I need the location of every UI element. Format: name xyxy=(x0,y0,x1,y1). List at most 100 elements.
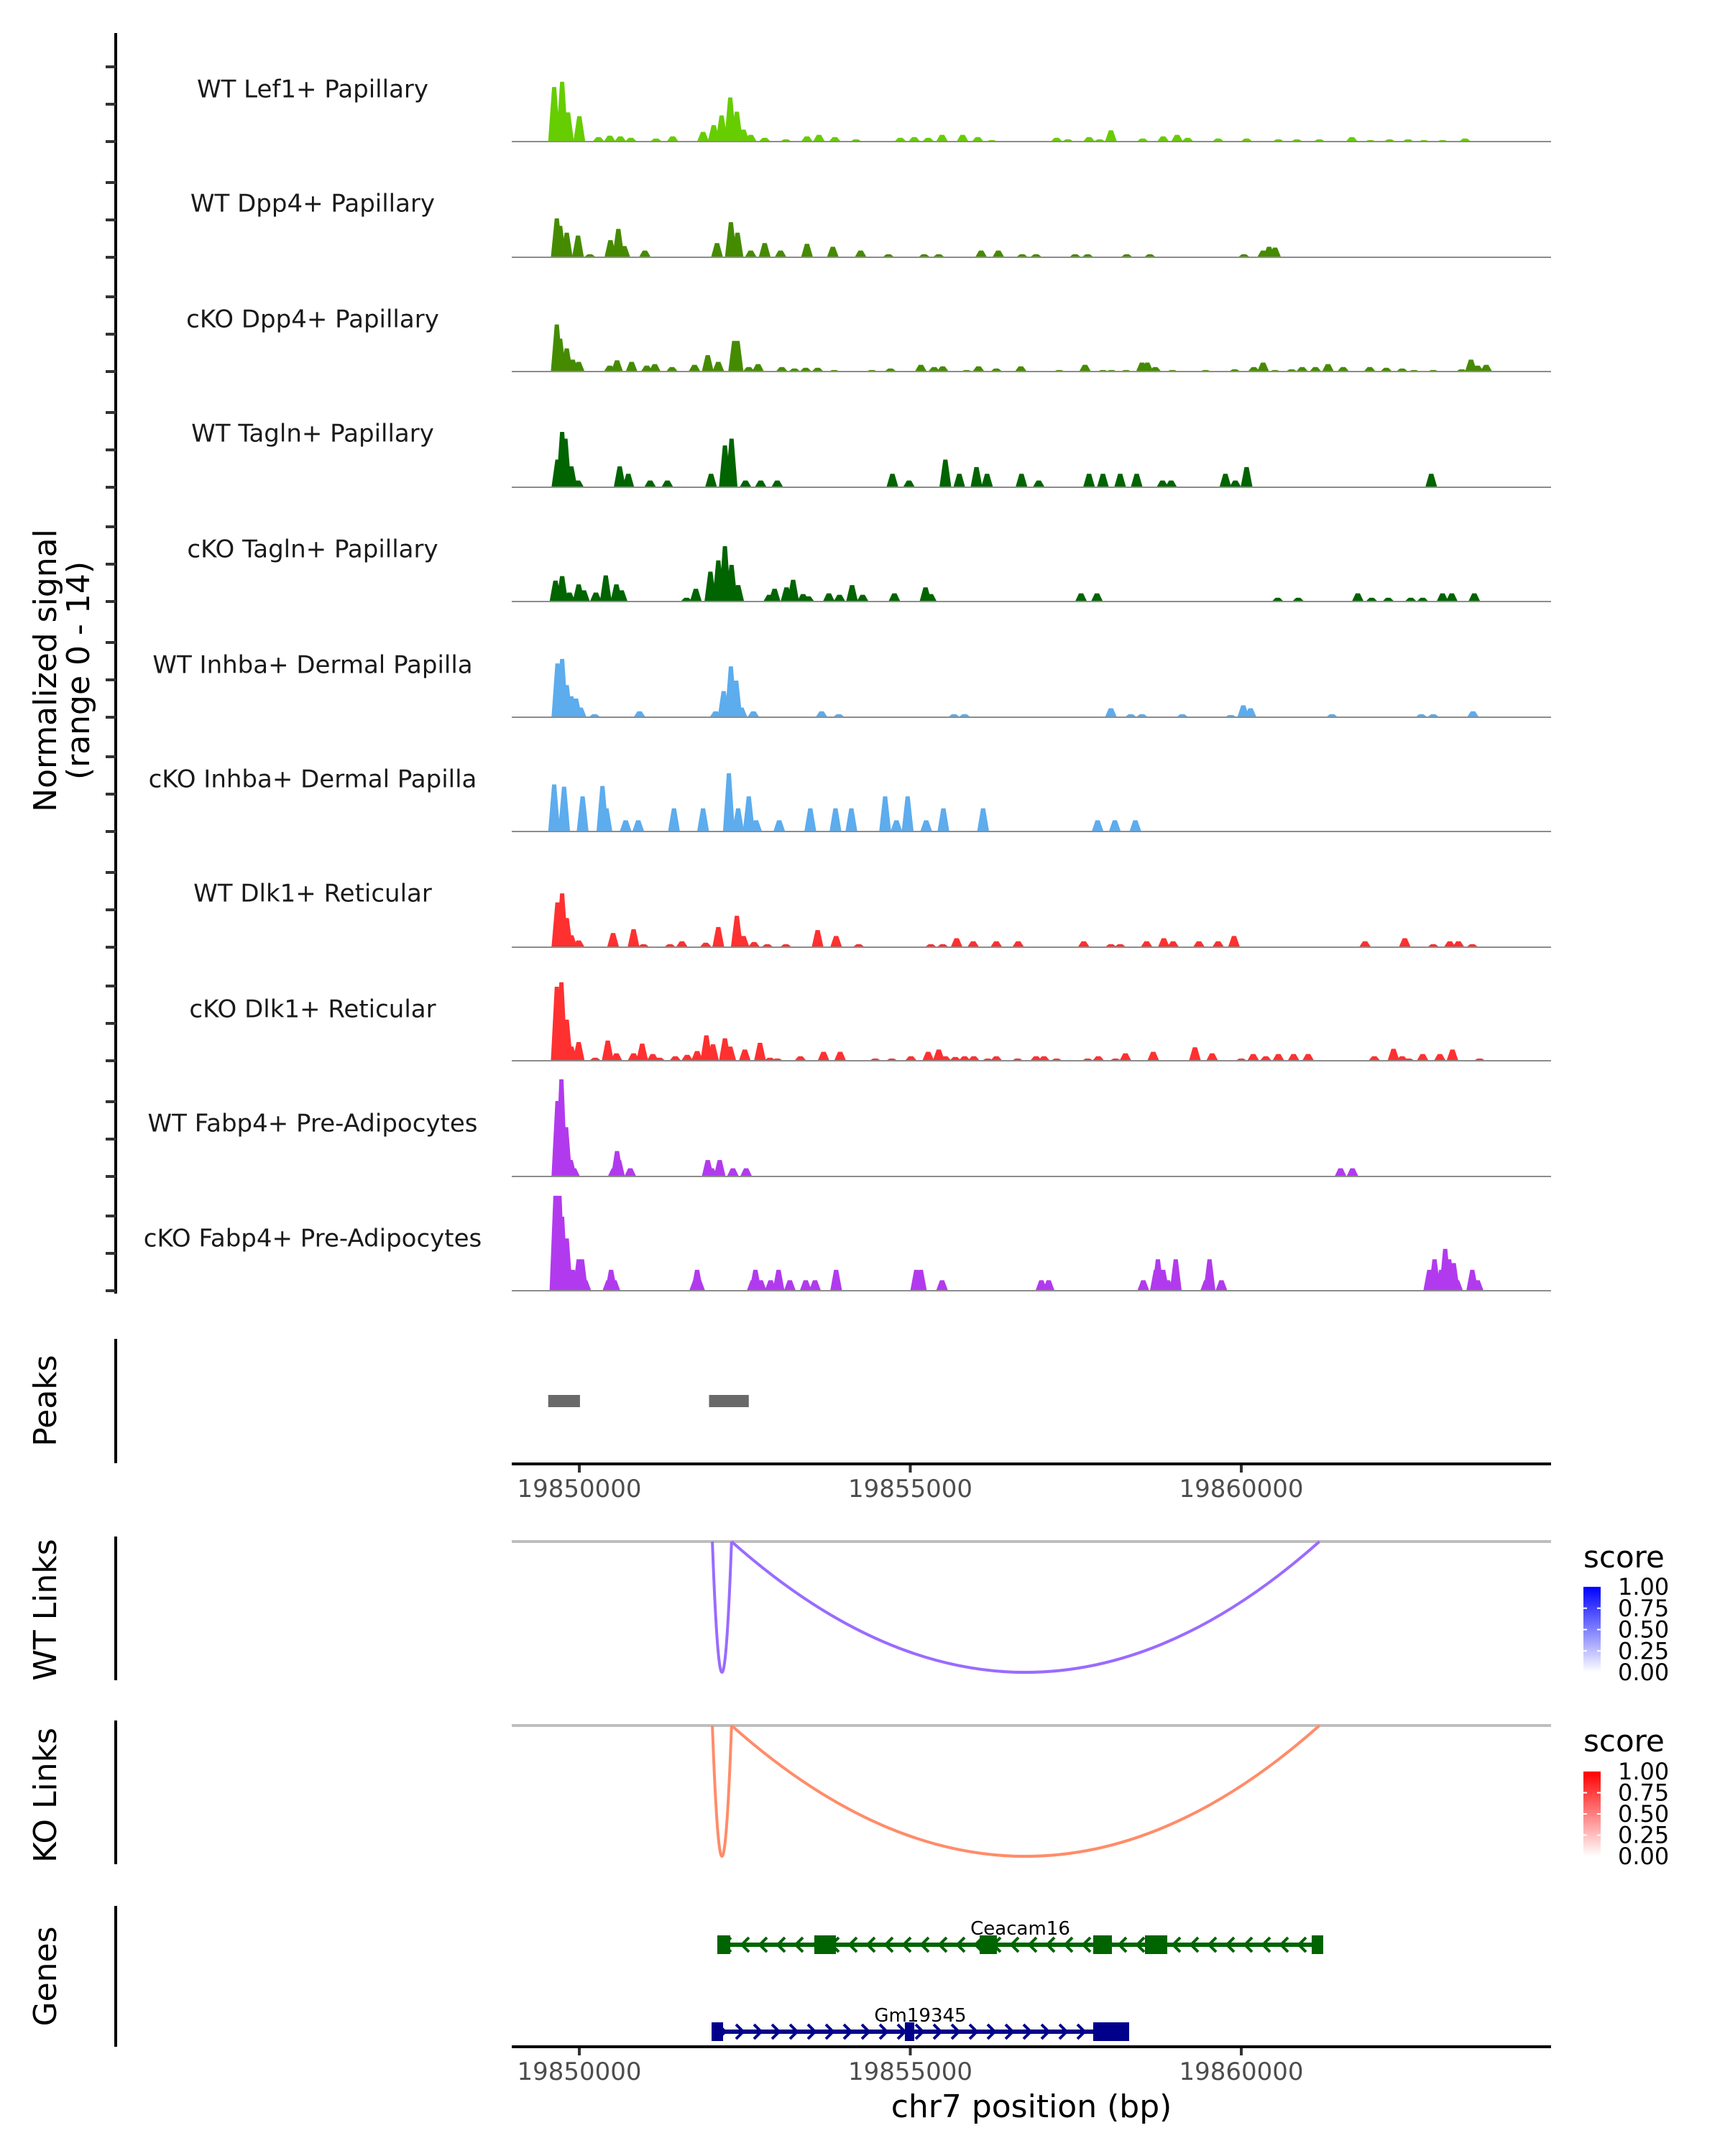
coverage-peak xyxy=(1399,938,1411,947)
strand-arrow-right-icon xyxy=(770,2023,781,2040)
coverage-peak xyxy=(707,1044,719,1061)
coverage-peak xyxy=(1445,593,1458,602)
x-tick-label: 19855000 xyxy=(848,2058,972,2086)
coverage-peak xyxy=(1105,708,1117,717)
coverage-peak xyxy=(618,246,630,257)
coverage-peak xyxy=(666,136,679,142)
coverage-peak xyxy=(579,1280,592,1291)
strand-arrow-right-icon xyxy=(914,2023,925,2040)
coverage-peak xyxy=(1075,593,1087,602)
coverage-peak xyxy=(832,714,845,717)
coverage-peak xyxy=(602,1040,614,1061)
coverage-peak xyxy=(1459,138,1471,142)
coverage-peak xyxy=(1425,474,1438,487)
coverage-peak xyxy=(829,808,842,831)
coverage-peak xyxy=(1427,944,1440,947)
coverage-peak xyxy=(783,1280,796,1291)
coverage-peak xyxy=(752,364,764,372)
coverage-peak xyxy=(981,474,993,487)
coverage-peak xyxy=(589,1057,602,1061)
coverage-peak xyxy=(730,111,743,142)
strand-arrow-right-icon xyxy=(860,2023,871,2040)
strand-arrow-left-icon xyxy=(1135,1936,1146,1953)
coverage-peak xyxy=(977,808,990,831)
coverage-peak xyxy=(1302,1054,1315,1061)
coverage-peak xyxy=(856,594,869,602)
peak-regions xyxy=(548,1395,749,1407)
coverage-peak xyxy=(890,820,903,831)
coverage-track xyxy=(512,982,1551,1061)
strand-arrow-left-icon xyxy=(1189,1936,1200,1953)
coverage-peak xyxy=(822,593,835,602)
strand-arrow-left-icon xyxy=(1261,1936,1271,1953)
strand-arrow-left-icon xyxy=(1009,1936,1020,1953)
coverage-peak xyxy=(615,590,628,602)
coverage-peak xyxy=(1141,941,1153,947)
coverage-peak xyxy=(648,364,661,372)
strand-arrow-right-icon xyxy=(753,2023,763,2040)
coverage-peak xyxy=(1119,1053,1132,1061)
coverage-peak xyxy=(702,355,714,372)
legend-title: score xyxy=(1583,1539,1665,1575)
coverage-peak xyxy=(563,592,576,602)
coverage-peak xyxy=(855,250,867,257)
coverage-peak xyxy=(817,1051,830,1061)
coverage-peak xyxy=(937,944,949,947)
coverage-peak xyxy=(1091,820,1104,831)
coverage-peak xyxy=(939,459,952,487)
coverage-peak xyxy=(650,138,663,142)
coverage-peak xyxy=(1248,367,1260,372)
coverage-peak xyxy=(1380,367,1392,372)
coverage-peak xyxy=(731,341,744,372)
coverage-peak xyxy=(599,575,612,602)
coverage-peak xyxy=(846,585,858,602)
coverage-peak xyxy=(1466,944,1478,947)
coverage-peak xyxy=(1434,1054,1446,1061)
coverage-peak xyxy=(562,112,574,142)
legend-tick-label: 0.25 xyxy=(1618,1822,1669,1849)
strand-arrow-left-icon xyxy=(1027,1936,1038,1953)
coverage-peak xyxy=(558,786,571,831)
strand-arrow-right-icon xyxy=(788,2023,799,2040)
coverage-peak xyxy=(1182,137,1194,142)
strand-arrow-left-icon xyxy=(1171,1936,1182,1953)
legend-tick-label: 0.75 xyxy=(1618,1779,1669,1807)
strand-arrow-right-icon xyxy=(1022,2023,1033,2040)
coverage-peak xyxy=(1241,138,1253,142)
coverage-peak xyxy=(732,585,745,602)
coverage-peak xyxy=(1082,254,1094,257)
coverage-peak xyxy=(689,589,702,602)
coverage-peak xyxy=(691,1051,704,1061)
coverage-peak xyxy=(1137,1280,1149,1291)
coverage-peak xyxy=(725,438,738,487)
coverage-peak xyxy=(990,941,1003,947)
track-label: WT Dlk1+ Reticular xyxy=(193,880,432,908)
coverage-peak xyxy=(1287,1054,1300,1061)
coverage-peak xyxy=(666,367,678,372)
track-label: WT Inhba+ Dermal Papilla xyxy=(152,651,472,680)
coverage-peak xyxy=(747,711,760,717)
track-label: WT Dpp4+ Papillary xyxy=(190,190,435,218)
coverage-peak xyxy=(990,1056,1003,1061)
wt-link-arcs xyxy=(711,1540,1321,1674)
coverage-peak xyxy=(1257,362,1269,372)
coverage-peak xyxy=(1241,466,1253,487)
coverage-peak xyxy=(1296,367,1308,372)
coverage-peak xyxy=(638,944,650,947)
coverage-peak xyxy=(632,820,645,831)
coverage-peak xyxy=(809,1280,822,1291)
coverage-peak xyxy=(1366,597,1378,602)
coverage-peak xyxy=(992,250,1005,257)
coverage-peak xyxy=(1105,944,1117,947)
strand-arrow-left-icon xyxy=(901,1936,912,1953)
coverage-peak xyxy=(787,579,799,602)
coverage-peak xyxy=(924,944,937,947)
coverage-peak xyxy=(804,808,816,831)
gene-exon xyxy=(717,1935,730,1954)
strand-arrow-left-icon xyxy=(1117,1936,1128,1953)
coverage-track xyxy=(512,546,1551,602)
coverage-peak xyxy=(1105,130,1117,142)
coverage-peak xyxy=(565,935,578,947)
coverage-peak xyxy=(1157,136,1169,142)
